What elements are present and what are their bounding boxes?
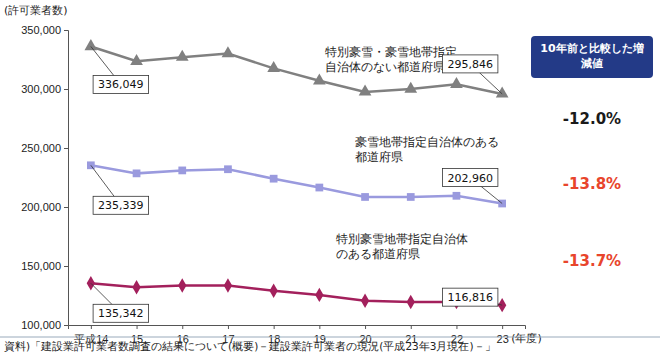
series-marker	[450, 77, 463, 88]
series-marker	[267, 61, 280, 72]
change-value: -12.0%	[563, 110, 621, 128]
series-marker	[315, 184, 323, 192]
x-tick-mark	[91, 325, 92, 329]
value-label: 116,816	[442, 288, 502, 306]
y-tick-label: 300,000	[21, 83, 61, 95]
value-label-text: 202,960	[447, 172, 493, 185]
y-tick-mark	[64, 89, 68, 90]
value-label-box	[93, 75, 149, 93]
series-marker	[270, 175, 278, 183]
series-marker	[133, 169, 141, 177]
value-label-text: 295,846	[447, 58, 493, 71]
value-labels: 336,049 295,846 235,339 202,960 135,342 116,8…	[91, 46, 502, 322]
series-marker	[361, 294, 369, 308]
series-marker	[404, 82, 417, 93]
y-tick-label: 250,000	[21, 142, 61, 154]
value-label: 336,049	[91, 46, 149, 93]
x-tick-mark	[456, 325, 457, 329]
value-label-text: 116,816	[447, 291, 493, 304]
y-tick-mark	[64, 325, 68, 326]
value-label: 295,846	[442, 55, 502, 94]
y-tick: 150,000	[21, 260, 68, 272]
y-tick-label: 350,000	[21, 24, 61, 36]
chart: 100,000 150,000 200,000 250,000 300,000 350,0…	[0, 0, 660, 355]
series-label: 特別豪雪・豪雪地帯指定自治体のない都道府県	[325, 45, 457, 74]
change-value: -13.8%	[563, 175, 621, 193]
series-marker	[359, 85, 372, 96]
value-label: 135,342	[91, 283, 149, 322]
value-label-box	[442, 55, 498, 73]
x-axis-line	[69, 326, 526, 330]
y-tick-label: 100,000	[21, 319, 61, 331]
series-marker	[224, 165, 232, 173]
series-marker	[178, 278, 186, 292]
change-header: 10年前と比較した増減値	[531, 36, 653, 78]
y-tick: 200,000	[21, 201, 68, 213]
series-marker	[407, 193, 415, 201]
value-label-text: 235,339	[98, 199, 144, 212]
x-tick-mark	[274, 325, 275, 329]
value-label: 202,960	[442, 169, 502, 204]
value-label-box	[93, 196, 149, 214]
x-tick-mark	[228, 325, 229, 329]
y-axis-line	[64, 31, 69, 326]
x-axis-title: (年度)	[511, 332, 542, 345]
x-tick-mark	[411, 325, 412, 329]
series-marker	[176, 50, 189, 61]
plot-area	[84, 39, 508, 312]
series-marker	[84, 39, 97, 50]
series-marker	[315, 288, 323, 302]
value-label: 235,339	[91, 165, 149, 214]
value-label-box	[442, 169, 498, 187]
series-marker	[132, 280, 140, 294]
x-tick: 23	[497, 325, 509, 345]
source-rule	[0, 337, 660, 338]
x-tick-mark	[365, 325, 366, 329]
y-tick-label: 150,000	[21, 260, 61, 272]
series-line	[91, 283, 502, 305]
series-marker	[222, 46, 235, 57]
y-tick-mark	[64, 148, 68, 149]
x-tick-mark	[182, 325, 183, 329]
series-marker	[407, 295, 415, 309]
series-marker	[224, 278, 232, 292]
series-label: 特別豪雪地帯指定自治体のある都道府県	[336, 232, 468, 261]
x-tick-label: 23	[497, 333, 509, 345]
y-tick-mark	[64, 207, 68, 208]
y-axis: 100,000 150,000 200,000 250,000 300,000 350,0…	[21, 24, 68, 331]
y-tick: 300,000	[21, 83, 68, 95]
series-marker	[453, 192, 461, 200]
y-tick-mark	[64, 266, 68, 267]
value-label-box	[442, 288, 498, 306]
value-label-box	[93, 304, 149, 322]
series-marker	[269, 284, 277, 298]
y-tick: 250,000	[21, 142, 68, 154]
series-marker	[496, 87, 509, 98]
value-label-text: 135,342	[98, 307, 144, 320]
series-marker	[313, 73, 326, 84]
series-marker	[130, 54, 143, 65]
series-marker	[178, 167, 186, 175]
change-value: -13.7%	[563, 252, 621, 270]
y-axis-title: (許可業者数)	[4, 4, 68, 17]
y-tick-label: 200,000	[21, 201, 61, 213]
series-line	[91, 165, 502, 203]
x-tick-mark	[319, 325, 320, 329]
change-header-box: 10年前と比較した増減値	[531, 36, 653, 78]
source: 資料)「建設業許可業者数調査の結果について(概要)－建設業許可業者の現況(平成2…	[4, 340, 496, 352]
y-tick: 350,000	[21, 24, 68, 36]
series-label: 豪雪地帯指定自治体のある都道府県	[355, 135, 499, 164]
x-tick-mark	[137, 325, 138, 329]
value-label-text: 336,049	[98, 78, 144, 91]
series-marker	[361, 193, 369, 201]
y-tick: 100,000	[21, 319, 68, 331]
x-tick-mark	[502, 325, 503, 329]
y-tick-mark	[64, 30, 68, 31]
